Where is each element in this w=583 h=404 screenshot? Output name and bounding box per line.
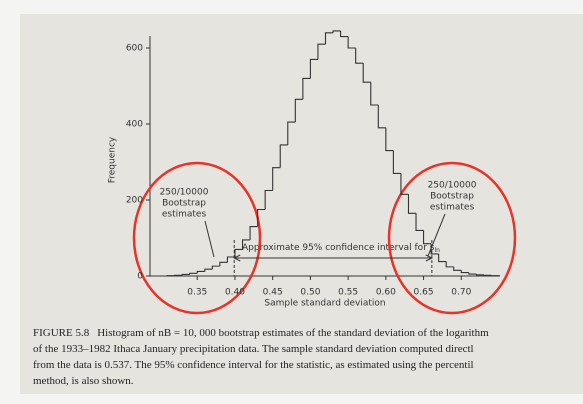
left-note: 250/10000: [160, 188, 209, 198]
y-tick-label: 0: [137, 272, 143, 282]
y-tick-label: 200: [126, 196, 143, 206]
caption-line: method, is also shown.: [33, 375, 134, 387]
caption-text: Histogram of nB = 10, 000 bootstrap esti…: [97, 327, 489, 339]
x-tick-label: 0.70: [451, 288, 471, 298]
x-axis-title: Sample standard deviation: [264, 299, 385, 309]
caption-line: FIGURE 5.8 Histogram of nB = 10, 000 boot…: [33, 327, 489, 339]
y-axis-title: Frequency: [108, 136, 118, 183]
x-tick-label: 0.65: [414, 288, 434, 298]
right-note: estimates: [430, 203, 475, 213]
x-tick-label: 0.45: [263, 288, 283, 298]
left-note: estimates: [162, 210, 207, 220]
x-tick-label: 0.55: [338, 288, 358, 298]
x-tick-label: 0.50: [300, 288, 320, 298]
ci-subscript: ln: [434, 247, 440, 254]
right-note: 250/10000: [428, 181, 477, 191]
right-note: Bootstrap: [430, 192, 474, 202]
x-tick-label: 0.60: [376, 288, 396, 298]
y-tick-label: 400: [126, 120, 143, 130]
histogram-bin: [491, 275, 499, 276]
ci-text: Approximate 95% confidence interval for …: [242, 243, 435, 253]
y-tick-label: 600: [126, 44, 143, 54]
caption-line: from the data is 0.537. The 95% confiden…: [33, 359, 474, 371]
caption-line: of the 1933–1982 Ithaca January precipit…: [33, 343, 474, 355]
x-tick-label: 0.35: [187, 288, 207, 298]
caption-label: FIGURE 5.8: [33, 327, 90, 339]
chart: Frequency Sample standard deviation 250/…: [0, 0, 583, 404]
x-tick-label: 0.40: [225, 288, 245, 298]
left-note: Bootstrap: [162, 199, 206, 209]
ci-label: Approximate 95% confidence interval for …: [242, 243, 440, 254]
